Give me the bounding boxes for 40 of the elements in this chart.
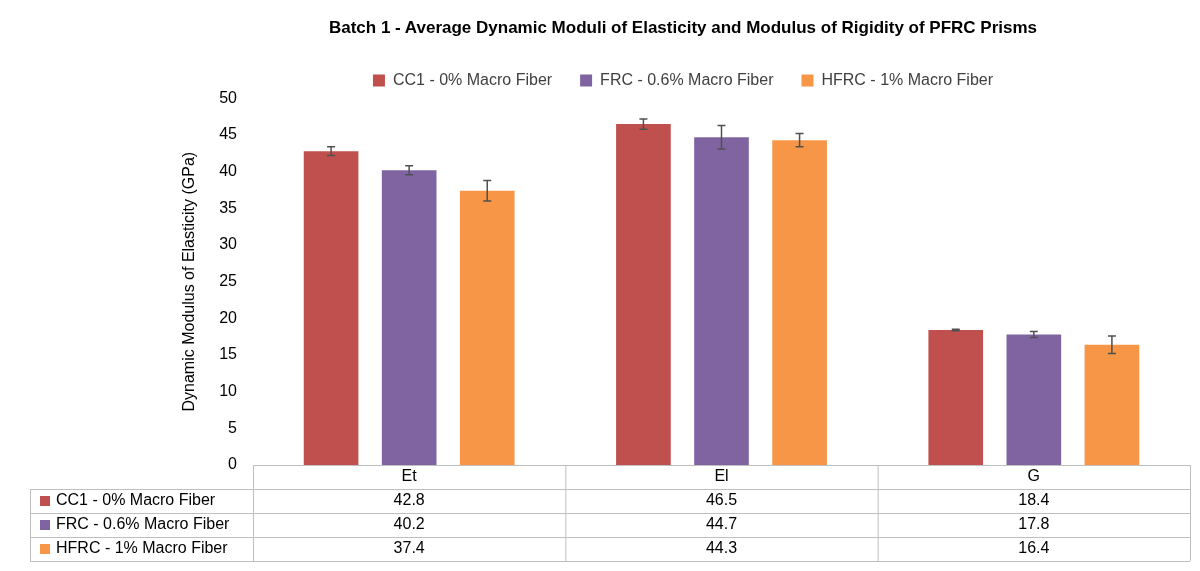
data-label: 37.4 — [393, 539, 425, 557]
legend-label: HFRC - 1% Macro Fiber — [821, 70, 994, 88]
data-label: 17.8 — [1018, 515, 1050, 533]
y-tick-label: 40 — [219, 162, 238, 180]
y-tick-label: 0 — [228, 455, 238, 473]
data-label: 44.7 — [705, 515, 738, 533]
y-tick-label: 10 — [219, 382, 238, 400]
data-label: 42.8 — [393, 491, 425, 509]
x-tick-label: G — [1027, 467, 1041, 485]
bar — [928, 330, 984, 465]
legend-label: FRC - 0.6% Macro Fiber — [600, 70, 775, 88]
data-label: 40.2 — [393, 515, 425, 533]
y-tick-label: 30 — [219, 235, 238, 253]
y-tick-label: 25 — [219, 272, 238, 290]
data-label: 44.3 — [705, 539, 738, 557]
text: CC1 - 0% Macro Fiber — [56, 491, 216, 509]
bar — [459, 190, 515, 465]
legend-label: CC1 - 0% Macro Fiber — [392, 70, 553, 88]
data-label: 46.5 — [705, 491, 738, 509]
y-tick-label: 5 — [228, 418, 238, 436]
x-tick-label: Et — [401, 467, 418, 485]
data-label: 16.4 — [1018, 539, 1050, 557]
y-tick-label: 20 — [219, 308, 238, 326]
bar — [1084, 344, 1140, 465]
text: HFRC - 1% Macro Fiber — [56, 539, 228, 557]
bar — [772, 140, 827, 465]
y-tick-label: 45 — [219, 125, 238, 143]
y-tick-label: 15 — [219, 345, 238, 363]
data-label: 18.4 — [1018, 491, 1050, 509]
text: FRC - 0.6% Macro Fiber — [56, 515, 230, 533]
bar — [1006, 334, 1062, 465]
y-axis-title: Dynamic Modulus of Elasticity (GPa) — [180, 151, 198, 412]
bar — [616, 124, 671, 465]
bar — [381, 170, 437, 465]
y-tick-label: 50 — [219, 88, 238, 106]
bar — [694, 137, 749, 465]
x-tick-label: El — [714, 467, 729, 485]
y-tick-label: 35 — [219, 198, 238, 216]
bar — [303, 151, 359, 465]
chart-title: Batch 1 - Average Dynamic Moduli of Elasticity and Modulus of Rigidity of PFRC Prisms — [328, 17, 1038, 37]
